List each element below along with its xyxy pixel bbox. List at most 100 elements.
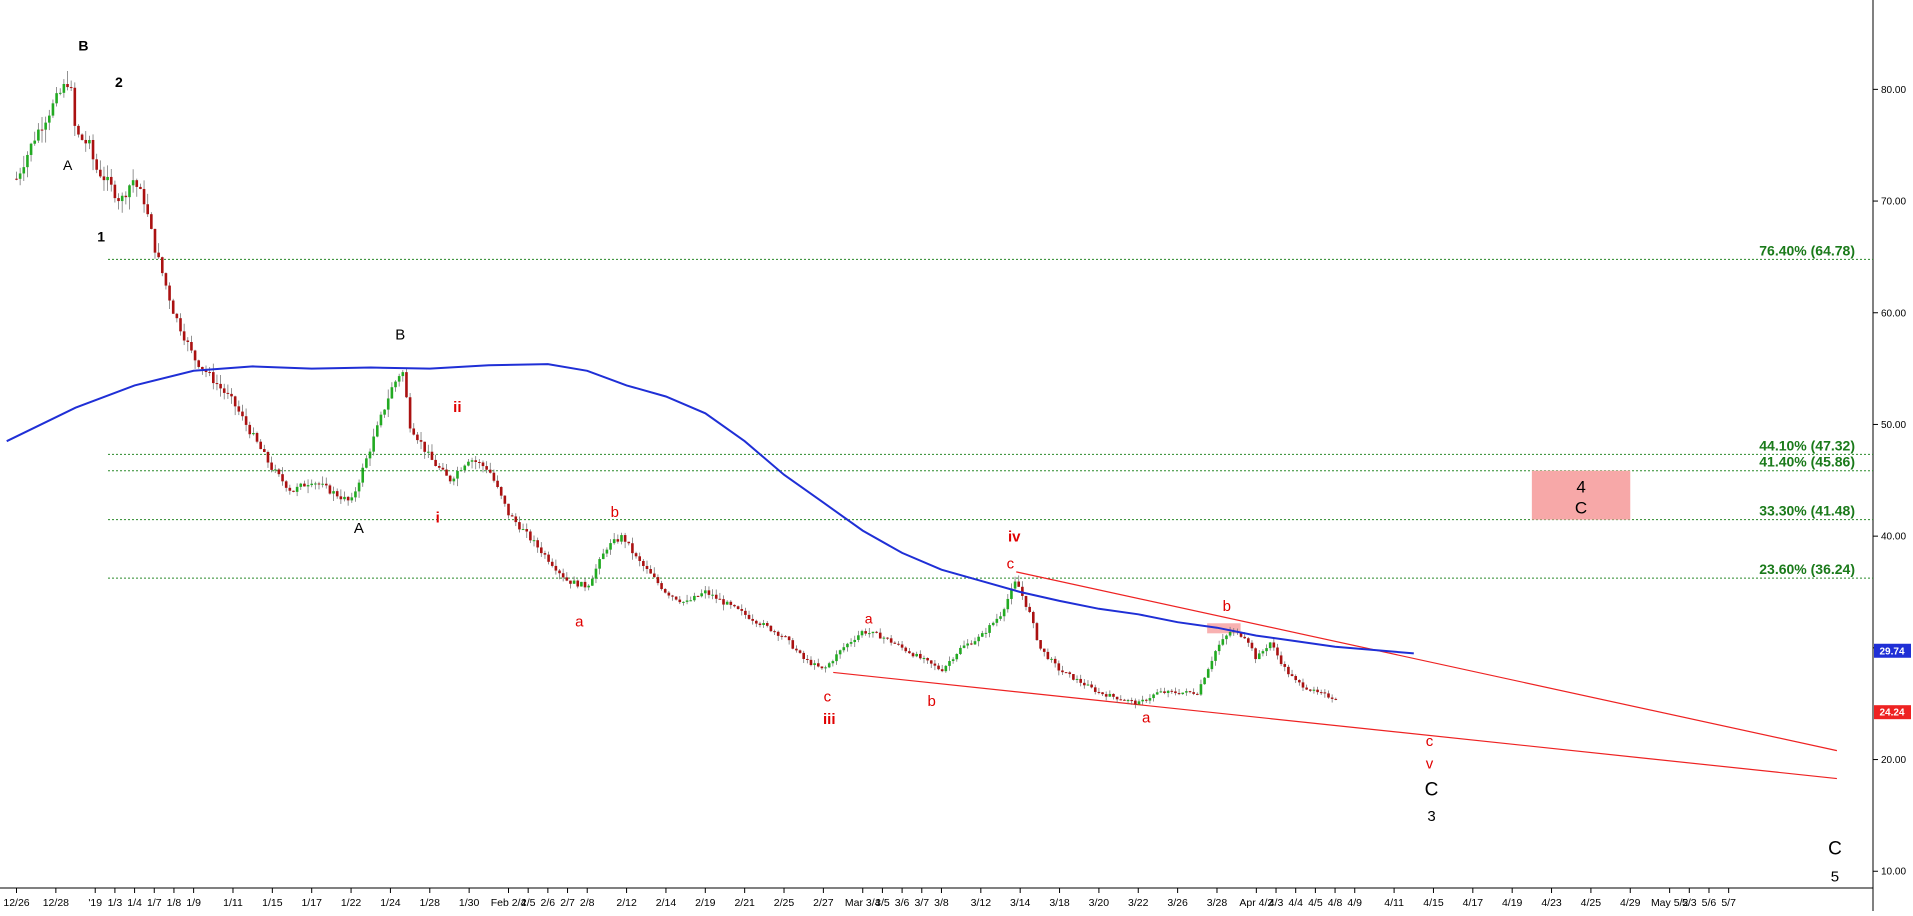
candle-body	[682, 601, 685, 603]
candle-body	[339, 496, 343, 500]
date-tick-label: 2/19	[695, 897, 716, 909]
candle-body	[252, 433, 255, 435]
candle-body	[80, 134, 84, 140]
candle-body	[784, 636, 787, 638]
fib-level-label: 23.60% (36.24)	[1759, 561, 1855, 577]
candle-body	[1257, 653, 1261, 660]
candle-body	[33, 140, 37, 144]
candle-body	[908, 651, 911, 654]
candle-body	[1090, 684, 1093, 688]
price-tick-label: 80.00	[1881, 85, 1906, 96]
candle-body	[1221, 639, 1225, 645]
candle-body	[831, 661, 835, 664]
candle-body	[372, 436, 375, 452]
candle-body	[18, 173, 22, 179]
candle-body	[292, 490, 295, 492]
candle-body	[266, 451, 270, 463]
wave-label: A	[354, 520, 364, 537]
candle-body	[259, 441, 262, 450]
candle-body	[612, 539, 616, 544]
candle-body	[911, 653, 915, 657]
candle-body	[397, 376, 401, 382]
candle-body	[281, 474, 284, 482]
candle-body	[113, 184, 117, 199]
date-tick-label: 2/7	[560, 897, 575, 909]
candle-body	[591, 578, 594, 586]
candle-body	[904, 647, 908, 652]
candle-body	[1053, 658, 1057, 664]
candle-body	[321, 483, 324, 485]
candle-body	[758, 623, 762, 625]
candle-body	[284, 481, 288, 488]
date-tick-label: 1/9	[186, 897, 201, 909]
candle-body	[594, 568, 598, 579]
candle-body	[620, 535, 623, 542]
candle-body	[744, 610, 747, 615]
candle-body	[416, 434, 419, 441]
candle-body	[459, 470, 463, 472]
date-tick-label: 4/25	[1581, 897, 1602, 909]
candle-body	[572, 580, 576, 584]
candle-body	[244, 416, 248, 425]
date-tick-label: 1/22	[341, 897, 362, 909]
candle-body	[37, 129, 40, 141]
candle-body	[871, 631, 875, 634]
trend-line	[833, 671, 1837, 780]
wave-label: a	[1142, 710, 1151, 727]
candle-body	[897, 643, 900, 645]
candle-body	[109, 176, 113, 185]
candle-body	[478, 461, 481, 463]
candle-body	[689, 600, 693, 602]
candle-body	[179, 318, 182, 332]
candle-body	[1217, 644, 1221, 652]
candle-body	[1028, 606, 1031, 613]
candle-body	[776, 631, 780, 636]
date-tick-label: 2/25	[774, 897, 795, 909]
candle-body	[1115, 696, 1119, 700]
candle-body	[693, 595, 696, 601]
candle-body	[1239, 632, 1243, 637]
candle-body	[849, 642, 853, 644]
candle-body	[565, 577, 569, 581]
candle-body	[988, 625, 991, 633]
wave-label: ii	[453, 399, 461, 416]
candle-body	[1305, 687, 1308, 690]
candle-body	[518, 522, 521, 530]
candle-body	[226, 392, 230, 394]
candle-body	[649, 569, 652, 574]
candle-body	[1166, 690, 1170, 694]
date-tick-label: 2/27	[813, 897, 834, 909]
candle-body	[164, 273, 168, 286]
candle-body	[922, 657, 926, 659]
wave-label: c	[1426, 733, 1434, 750]
candle-body	[88, 139, 91, 144]
candle-body	[561, 573, 565, 578]
candle-body	[58, 92, 62, 94]
candle-body	[765, 623, 769, 626]
candle-body	[1334, 698, 1338, 700]
candle-body	[718, 598, 722, 600]
candle-body	[1265, 648, 1268, 652]
candle-body	[1035, 623, 1039, 641]
candle-body	[1002, 609, 1006, 617]
candle-body	[1272, 642, 1276, 648]
candle-body	[1112, 693, 1115, 697]
candle-body	[106, 176, 109, 181]
candle-body	[926, 657, 929, 661]
candle-body	[208, 372, 211, 374]
candle-body	[529, 531, 532, 541]
fib-level-label: 76.40% (64.78)	[1759, 242, 1855, 258]
candle-body	[791, 640, 795, 649]
date-tick-label: Apr 4/2	[1239, 897, 1273, 909]
candle-body	[346, 496, 350, 501]
candle-body	[95, 159, 98, 170]
candle-body	[427, 451, 430, 453]
wave-label: b	[927, 693, 935, 710]
date-tick-label: 1/15	[262, 897, 283, 909]
candle-body	[437, 466, 441, 468]
candle-body	[1057, 663, 1061, 671]
candle-body	[102, 176, 106, 181]
candle-body	[503, 495, 507, 504]
candle-body	[1163, 691, 1166, 694]
candle-body	[1323, 692, 1327, 694]
